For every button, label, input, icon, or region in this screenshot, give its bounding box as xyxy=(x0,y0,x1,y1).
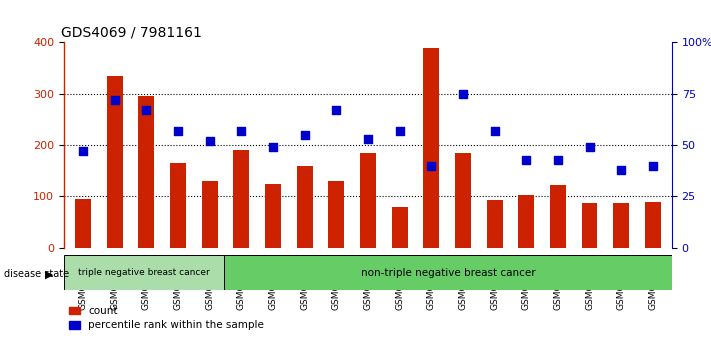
Bar xyxy=(170,163,186,248)
Text: disease state: disease state xyxy=(4,269,69,279)
Point xyxy=(77,148,89,154)
Point xyxy=(584,144,595,150)
Bar xyxy=(645,202,661,248)
Bar xyxy=(75,199,91,248)
Bar xyxy=(328,181,344,248)
Point xyxy=(616,167,627,173)
Text: ▶: ▶ xyxy=(45,269,53,279)
Bar xyxy=(486,200,503,248)
Point xyxy=(457,91,469,97)
Bar xyxy=(614,202,629,248)
Point xyxy=(552,157,564,162)
Bar xyxy=(296,166,313,248)
Bar xyxy=(64,255,224,290)
Point xyxy=(204,138,215,144)
Text: non-triple negative breast cancer: non-triple negative breast cancer xyxy=(360,268,535,278)
Bar xyxy=(392,207,407,248)
Bar xyxy=(550,185,566,248)
Point xyxy=(426,163,437,169)
Bar xyxy=(107,76,122,248)
Bar xyxy=(265,184,281,248)
Bar xyxy=(423,47,439,248)
Point xyxy=(331,107,342,113)
Bar xyxy=(139,96,154,248)
Point xyxy=(394,128,405,133)
Bar xyxy=(582,202,597,248)
Bar xyxy=(224,255,672,290)
Point xyxy=(520,157,532,162)
Point xyxy=(141,107,152,113)
Text: GDS4069 / 7981161: GDS4069 / 7981161 xyxy=(61,26,202,40)
Point xyxy=(267,144,279,150)
Point xyxy=(489,128,501,133)
Point xyxy=(109,97,120,103)
Bar xyxy=(202,181,218,248)
Bar xyxy=(518,195,534,248)
Legend: count, percentile rank within the sample: count, percentile rank within the sample xyxy=(69,306,264,330)
Point xyxy=(235,128,247,133)
Bar xyxy=(233,150,250,248)
Point xyxy=(299,132,310,138)
Point xyxy=(647,163,658,169)
Bar xyxy=(360,153,376,248)
Bar xyxy=(455,153,471,248)
Text: triple negative breast cancer: triple negative breast cancer xyxy=(78,268,210,277)
Point xyxy=(362,136,374,142)
Point xyxy=(172,128,183,133)
